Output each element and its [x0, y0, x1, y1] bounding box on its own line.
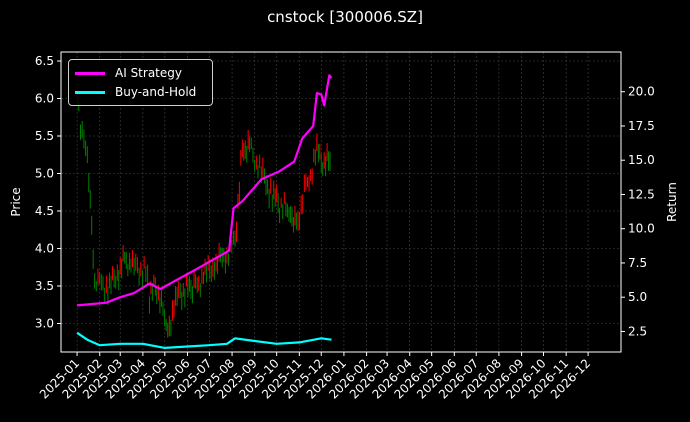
y2-tick-label: 20.0 — [628, 85, 655, 99]
y-tick-label: 3.5 — [35, 279, 54, 293]
chart-title: cnstock [300006.SZ] — [267, 8, 423, 26]
y-tick-label: 5.0 — [35, 167, 54, 181]
y2-tick-label: 17.5 — [628, 119, 655, 133]
y-tick-label: 5.5 — [35, 129, 54, 143]
y2-tick-label: 7.5 — [628, 256, 647, 270]
y-axis-label: Price — [9, 187, 23, 216]
y-tick-label: 6.0 — [35, 92, 54, 106]
y-tick-label: 4.0 — [35, 242, 54, 256]
legend-swatch-icon — [75, 90, 105, 94]
legend-item-buy-and-hold: Buy-and-Hold — [75, 82, 196, 102]
legend-item-ai-strategy: AI Strategy — [75, 63, 182, 83]
legend-swatch-icon — [75, 71, 105, 75]
y-tick-label: 3.0 — [35, 317, 54, 331]
plot-frame — [60, 51, 622, 353]
y2-tick-label: 5.0 — [628, 290, 647, 304]
y2-tick-label: 12.5 — [628, 187, 655, 201]
legend-label: Buy-and-Hold — [115, 85, 197, 99]
y2-tick-label: 2.5 — [628, 324, 647, 338]
legend-label: AI Strategy — [115, 66, 182, 80]
y-tick-label: 4.5 — [35, 204, 54, 218]
y-tick-label: 6.5 — [35, 54, 54, 68]
y2-tick-label: 15.0 — [628, 153, 655, 167]
y2-axis-label: Return — [665, 182, 679, 222]
ai-strategy-line — [76, 74, 333, 307]
legend: AI Strategy Buy-and-Hold — [68, 59, 213, 106]
y2-tick-label: 10.0 — [628, 222, 655, 236]
buy-and-hold-line — [76, 331, 332, 349]
